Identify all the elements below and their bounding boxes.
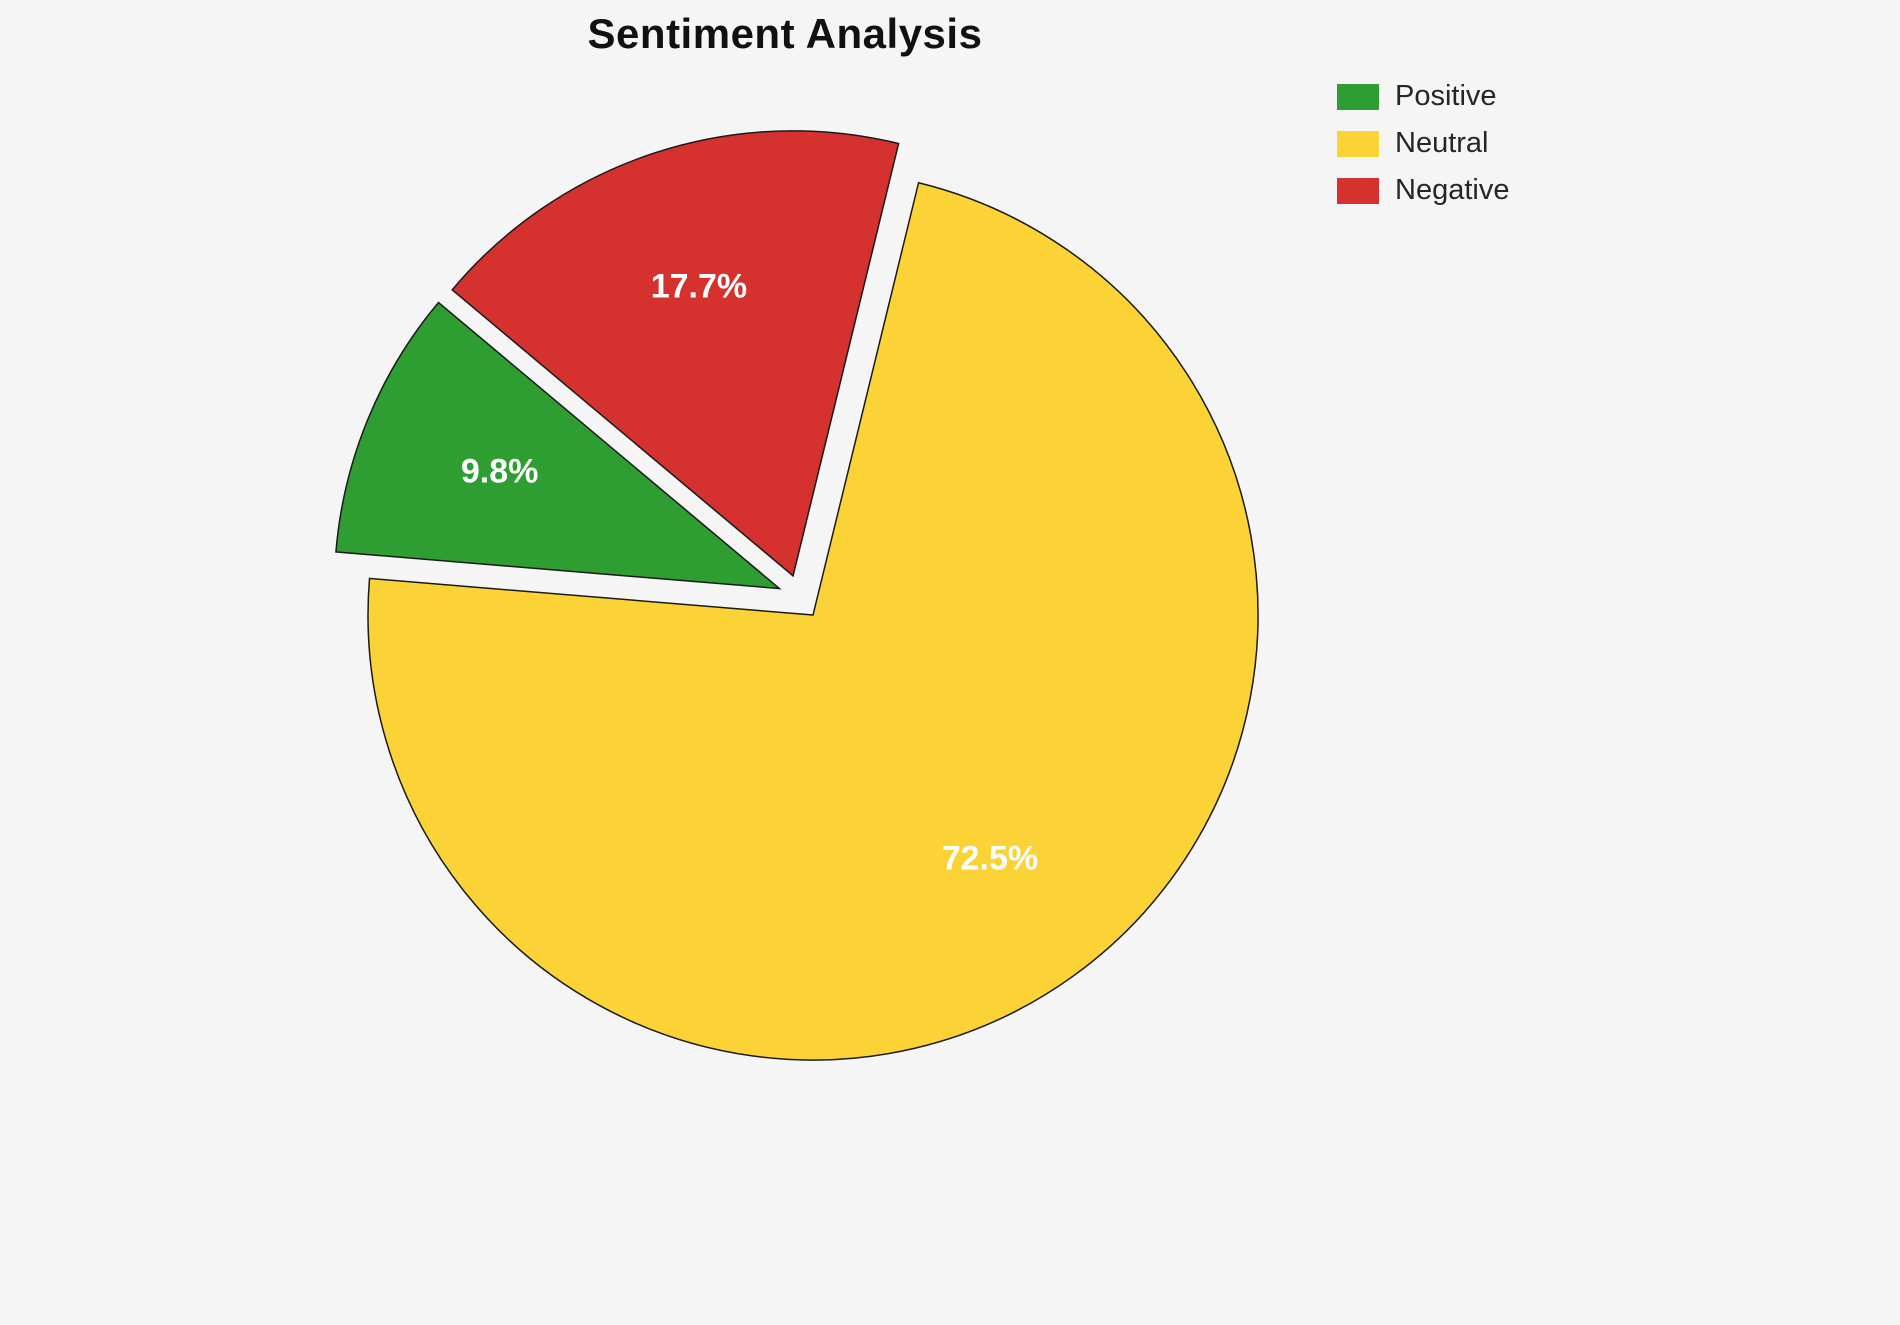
legend-label-positive: Positive [1395,80,1497,112]
pie-slice-neutral [367,181,1259,1061]
legend-label-neutral: Neutral [1395,127,1489,159]
pie-pct-label-negative: 17.7% [651,267,747,305]
legend-item-positive: Positive [1337,80,1509,113]
pie-slice-positive [335,301,782,590]
legend: Positive Neutral Negative [1337,80,1509,207]
legend-item-neutral: Neutral [1337,127,1509,160]
pie-slice-negative [451,130,900,578]
legend-swatch-positive [1337,83,1379,110]
legend-item-negative: Negative [1337,174,1509,207]
chart-title: Sentiment Analysis [587,10,983,57]
pie-pct-label-positive: 9.8% [461,452,539,490]
pie-pct-label-neutral: 72.5% [942,839,1038,877]
legend-swatch-negative [1337,177,1379,204]
legend-label-negative: Negative [1395,174,1510,206]
legend-swatch-neutral [1337,130,1379,157]
